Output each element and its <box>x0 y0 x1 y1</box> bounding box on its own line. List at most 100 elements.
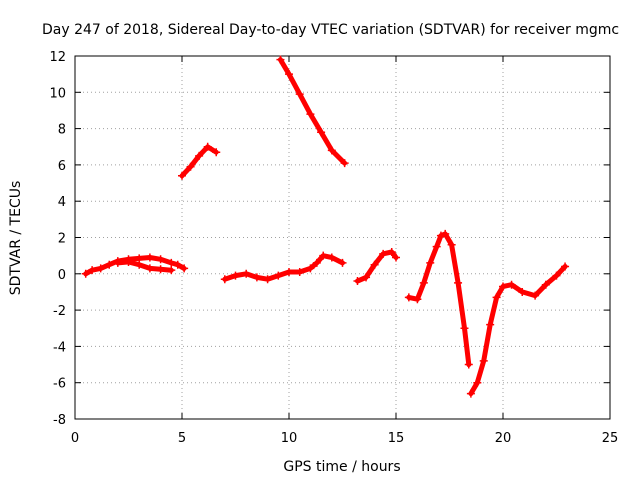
data-point <box>561 262 570 271</box>
series-seg-e <box>353 248 400 286</box>
data-point <box>231 271 240 280</box>
data-point <box>340 159 349 168</box>
series-line <box>468 264 568 397</box>
data-point <box>507 280 516 289</box>
data-point <box>113 258 122 267</box>
y-axis-label: SDTVAR / TECUs <box>8 181 24 296</box>
series-seg-a <box>81 253 189 278</box>
data-point <box>88 266 97 275</box>
data-point <box>338 258 347 267</box>
data-point <box>173 260 182 269</box>
data-point <box>479 356 488 365</box>
x-tick-label: 10 <box>281 431 298 446</box>
data-point <box>145 253 154 262</box>
data-point <box>466 389 475 398</box>
data-point <box>432 242 441 251</box>
x-tick-label: 0 <box>71 431 79 446</box>
y-tick-label: -4 <box>53 340 66 355</box>
y-tick-label: -2 <box>53 304 66 319</box>
data-point <box>96 264 105 273</box>
data-point <box>518 287 527 296</box>
series-line <box>179 144 219 179</box>
data-point <box>285 267 293 276</box>
data-point <box>317 128 326 137</box>
data-point <box>426 258 435 267</box>
y-tick-label: -6 <box>53 377 66 392</box>
data-point <box>541 280 550 289</box>
y-tick-label: 2 <box>58 232 66 247</box>
data-point <box>362 273 371 282</box>
data-point <box>499 282 507 291</box>
data-point <box>319 251 328 260</box>
data-point <box>447 240 456 249</box>
data-point <box>460 324 469 333</box>
data-point <box>454 278 463 287</box>
data-point <box>220 275 229 284</box>
data-point <box>203 142 212 151</box>
data-point <box>156 255 165 264</box>
data-point <box>404 293 413 302</box>
series-seg-d <box>276 55 349 168</box>
data-point <box>419 278 428 287</box>
data-point <box>124 258 133 267</box>
x-tick-label: 15 <box>388 431 405 446</box>
data-point <box>276 55 285 64</box>
data-point <box>242 269 251 278</box>
data-point <box>370 260 379 269</box>
grid-lines <box>75 56 610 419</box>
series-line <box>277 57 348 166</box>
chart-title: Day 247 of 2018, Sidereal Day-to-day VTE… <box>42 22 619 38</box>
series-line <box>222 253 345 282</box>
data-series <box>81 55 570 398</box>
y-tick-label: 0 <box>58 268 66 283</box>
data-point <box>353 277 362 286</box>
series-seg-f <box>404 229 473 369</box>
x-tick-label: 20 <box>495 431 512 446</box>
y-tick-label: 12 <box>49 50 66 65</box>
data-point <box>212 148 221 157</box>
data-point <box>81 269 90 278</box>
data-point <box>274 271 283 280</box>
data-point <box>387 248 396 257</box>
x-axis-label: GPS time / hours <box>283 459 400 475</box>
data-point <box>306 264 315 273</box>
data-point <box>156 265 165 274</box>
data-point <box>464 360 473 369</box>
data-point <box>167 258 176 267</box>
data-point <box>312 258 321 267</box>
data-point <box>263 275 272 284</box>
axis-ticks <box>74 55 611 420</box>
x-tick-label: 5 <box>178 431 186 446</box>
x-tick-label: 25 <box>602 431 619 446</box>
data-point <box>186 162 195 171</box>
x-tick-labels: 0 5 10 15 20 25 <box>71 431 618 446</box>
data-point <box>135 260 144 269</box>
series-seg-c <box>220 251 347 284</box>
data-point <box>552 271 561 280</box>
data-point <box>195 151 204 160</box>
data-point <box>285 70 293 79</box>
data-point <box>252 273 261 282</box>
data-point <box>441 229 450 238</box>
data-point <box>327 253 336 262</box>
data-point <box>295 90 304 99</box>
data-point <box>486 320 495 329</box>
data-point <box>105 260 114 269</box>
data-point <box>167 266 176 275</box>
data-point <box>413 295 422 304</box>
data-point <box>436 231 445 240</box>
y-tick-labels: -8 -6 -4 -2 0 2 4 6 8 10 12 <box>49 50 66 428</box>
y-tick-label: 8 <box>58 123 66 138</box>
y-tick-label: -8 <box>53 413 66 428</box>
series-seg-b <box>178 142 221 180</box>
data-point <box>295 267 304 276</box>
y-tick-label: 10 <box>49 86 66 101</box>
data-point <box>392 253 400 262</box>
series-seg-a2 <box>113 258 176 275</box>
y-tick-label: 4 <box>58 195 66 210</box>
y-tick-label: 6 <box>58 159 66 174</box>
data-point <box>492 293 501 302</box>
data-point <box>327 146 336 155</box>
